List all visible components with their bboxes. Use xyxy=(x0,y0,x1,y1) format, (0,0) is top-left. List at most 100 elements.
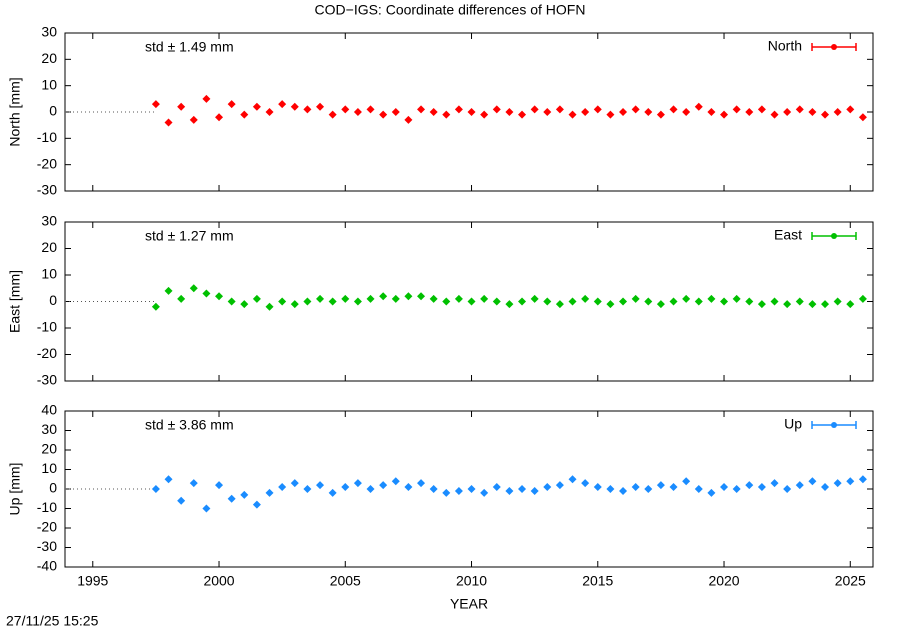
data-point xyxy=(770,110,779,119)
data-point xyxy=(265,108,274,116)
data-point xyxy=(227,100,236,109)
data-point xyxy=(492,105,501,114)
y-tick-label: 10 xyxy=(41,76,57,92)
data-point xyxy=(391,108,400,116)
data-point xyxy=(606,110,615,119)
y-tick-label: 20 xyxy=(41,50,57,66)
data-point xyxy=(530,294,539,303)
data-point xyxy=(480,294,489,303)
x-tick-label: 2015 xyxy=(582,573,613,589)
data-point xyxy=(328,297,337,306)
y-axis-label: North [mm] xyxy=(7,77,23,146)
data-point xyxy=(177,102,186,111)
data-point xyxy=(593,105,602,114)
data-point xyxy=(619,486,628,495)
data-point xyxy=(707,108,716,116)
data-point xyxy=(581,479,590,488)
data-point xyxy=(757,300,766,309)
data-point xyxy=(265,302,274,311)
std-annotation: std ± 1.27 mm xyxy=(145,228,234,244)
data-point xyxy=(555,105,564,114)
data-point xyxy=(467,108,476,116)
data-point xyxy=(442,488,451,497)
data-point xyxy=(164,286,173,295)
data-point xyxy=(745,297,754,306)
data-point xyxy=(518,110,527,119)
data-point xyxy=(833,108,842,116)
data-point xyxy=(177,496,186,505)
data-point xyxy=(505,486,514,495)
data-point xyxy=(795,481,804,490)
data-point xyxy=(846,477,855,486)
data-point xyxy=(202,94,211,103)
data-point xyxy=(417,479,426,488)
y-tick-label: -20 xyxy=(37,519,57,535)
std-annotation: std ± 1.49 mm xyxy=(145,39,234,55)
y-tick-label: -10 xyxy=(37,319,57,335)
data-point xyxy=(227,297,236,306)
data-point xyxy=(215,481,224,490)
timestamp: 27/11/25 15:25 xyxy=(6,613,99,629)
y-tick-label: 40 xyxy=(41,402,57,418)
data-point xyxy=(555,481,564,490)
data-point xyxy=(442,110,451,119)
data-point xyxy=(732,294,741,303)
x-tick-label: 2000 xyxy=(203,573,234,589)
data-point xyxy=(593,483,602,492)
data-point xyxy=(631,483,640,492)
data-point xyxy=(391,294,400,303)
y-tick-label: 0 xyxy=(49,292,57,308)
data-point xyxy=(656,481,665,490)
data-point xyxy=(303,485,312,493)
data-point xyxy=(492,483,501,492)
data-point xyxy=(530,105,539,114)
data-point xyxy=(366,485,375,493)
data-point xyxy=(316,481,325,490)
data-point xyxy=(543,483,552,492)
data-point xyxy=(669,483,678,492)
data-point xyxy=(644,297,653,306)
y-tick-label: 20 xyxy=(41,441,57,457)
x-tick-label: 2025 xyxy=(835,573,866,589)
data-point xyxy=(669,297,678,306)
data-point xyxy=(581,294,590,303)
y-tick-label: -30 xyxy=(37,538,57,554)
data-point xyxy=(278,100,287,109)
x-tick-label: 2005 xyxy=(330,573,361,589)
y-axis-label: East [mm] xyxy=(7,270,23,333)
data-point xyxy=(151,302,160,311)
data-point xyxy=(783,300,792,309)
y-tick-label: 10 xyxy=(41,460,57,476)
data-point xyxy=(240,110,249,119)
data-point xyxy=(189,479,198,488)
data-point xyxy=(606,300,615,309)
data-point xyxy=(379,110,388,119)
data-point xyxy=(808,300,817,309)
data-point xyxy=(846,300,855,309)
y-tick-label: -40 xyxy=(37,558,57,574)
data-point xyxy=(568,475,577,484)
y-tick-label: -20 xyxy=(37,345,57,361)
data-point xyxy=(202,289,211,298)
data-point xyxy=(858,113,867,122)
data-point xyxy=(353,108,362,116)
data-point xyxy=(240,490,249,499)
data-point xyxy=(215,113,224,122)
data-point xyxy=(429,485,438,493)
data-point xyxy=(202,504,211,513)
data-point xyxy=(480,488,489,497)
data-point xyxy=(480,110,489,119)
page-title: COD−IGS: Coordinate differences of HOFN xyxy=(315,2,586,18)
data-point xyxy=(757,105,766,114)
data-point xyxy=(454,486,463,495)
legend-label: East xyxy=(774,227,802,243)
data-point xyxy=(215,292,224,301)
data-point xyxy=(581,108,590,116)
data-point xyxy=(555,300,564,309)
data-point xyxy=(846,105,855,114)
data-point xyxy=(707,488,716,497)
data-point xyxy=(518,485,527,493)
data-point xyxy=(429,294,438,303)
data-point xyxy=(303,297,312,306)
data-point xyxy=(164,118,173,127)
